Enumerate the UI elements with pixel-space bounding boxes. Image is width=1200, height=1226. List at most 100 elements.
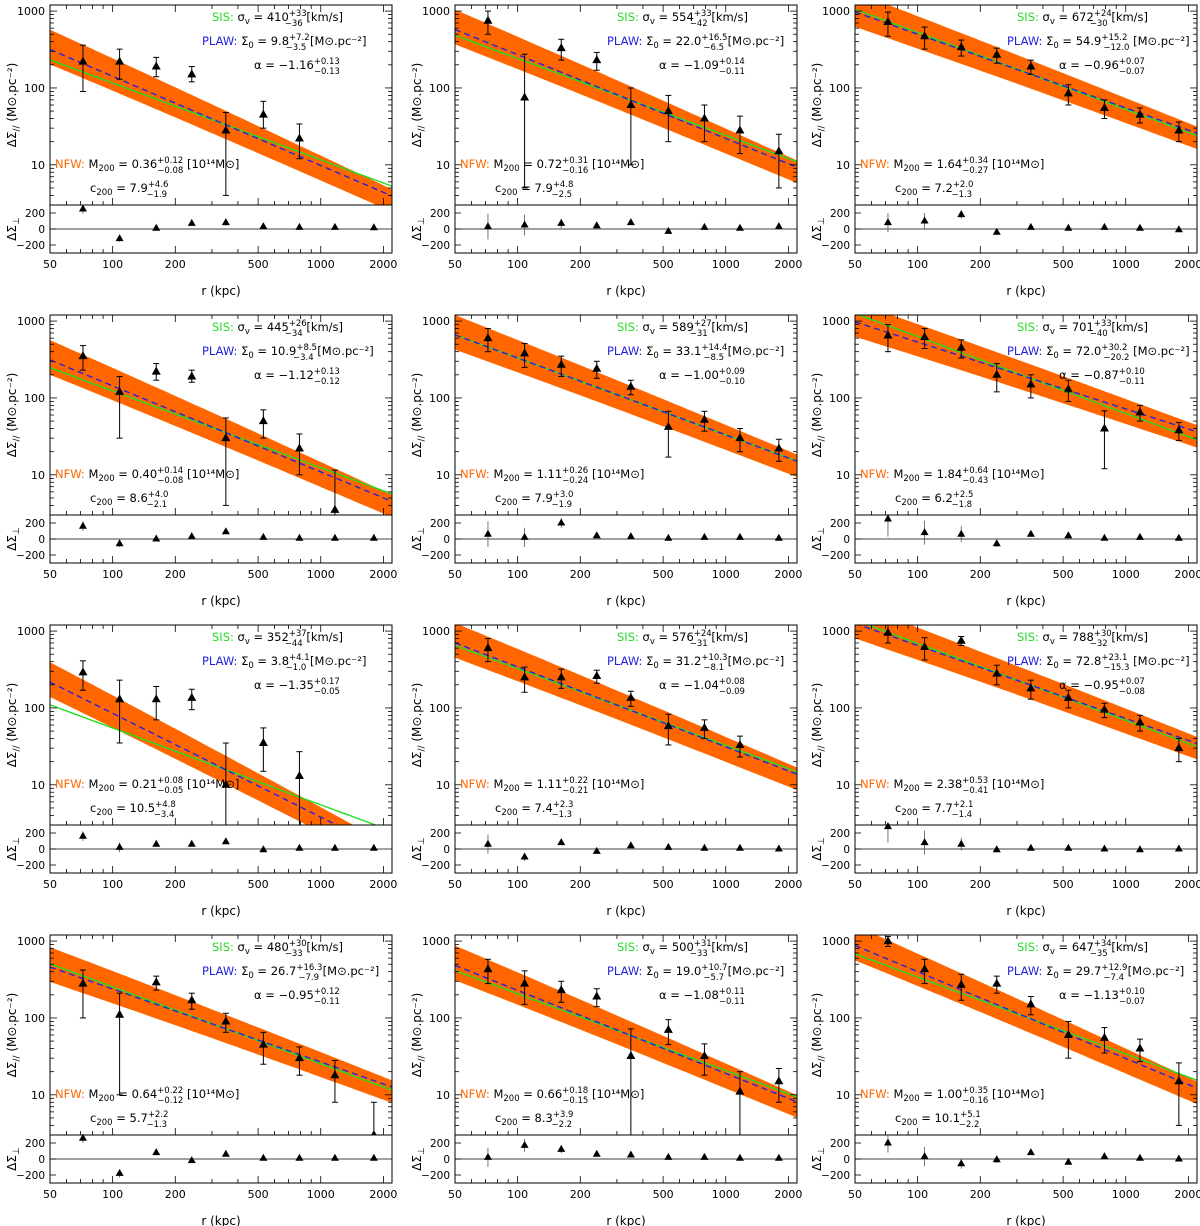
sis-annotation: SIS: σv = 647+34 −35 [km/s] (1017, 939, 1148, 959)
x-tick-label: 2000 (774, 1188, 802, 1201)
x-tick-label: 500 (653, 1188, 674, 1201)
data-point (1063, 88, 1073, 97)
plot-area (455, 315, 797, 477)
data-point (735, 739, 745, 748)
perp-data-point (557, 1144, 566, 1152)
perp-data-point (295, 533, 304, 541)
data-point (592, 363, 602, 372)
data-point (1174, 1076, 1184, 1085)
y-axis-label: ΔΣ// (M⊙.pc⁻²) (810, 683, 827, 768)
data-point (294, 443, 304, 452)
data-point (1135, 717, 1145, 726)
plot-area (50, 340, 392, 515)
perp-data-point (78, 1133, 87, 1141)
nfw-annotation: NFW: M200 = 0.40+0.14 −0.08 [10¹⁴M⊙] (55, 466, 239, 486)
perp-data-point (1135, 845, 1144, 853)
perp-data-point (187, 1156, 196, 1164)
perp-data-point (1174, 533, 1183, 541)
data-point (956, 635, 966, 644)
perp-data-point (1064, 843, 1073, 851)
x-tick-label: 200 (570, 1188, 591, 1201)
plaw-annotation: PLAW: Σ0 = 26.7+16.3 −7.9 [M⊙.pc⁻²] (202, 963, 379, 983)
x-tick-label: 50 (848, 1188, 862, 1201)
plot-area (50, 947, 392, 1135)
plot-area (855, 5, 1197, 149)
perp-y-tick-label: 200 (830, 208, 850, 220)
perp-data-point (700, 532, 709, 540)
perp-y-axis-label: ΔΣ⊥ (410, 837, 427, 861)
perp-data-point (152, 534, 161, 542)
sis-line (50, 59, 392, 187)
data-point (483, 643, 493, 652)
perp-data-point (152, 223, 161, 231)
data-point (1063, 384, 1073, 393)
data-point (556, 985, 566, 994)
perp-data-point (957, 839, 966, 847)
perp-y-tick-label: 0 (443, 844, 450, 856)
data-point (520, 978, 530, 987)
y-axis-label: ΔΣ// (M⊙.pc⁻²) (410, 63, 427, 148)
perp-y-axis-label: ΔΣ⊥ (5, 527, 22, 551)
plaw-annotation: PLAW: Σ0 = 22.0+16.5 −6.5 [M⊙.pc⁻²] (607, 33, 784, 53)
nfw-band (455, 945, 797, 1118)
x-tick-label: 200 (570, 258, 591, 271)
y-tick-label: 100 (429, 702, 450, 715)
y-tick-label: 1000 (822, 625, 850, 638)
y-tick-label: 10 (836, 1089, 850, 1102)
perp-data-point (1174, 225, 1183, 233)
nfw-annotation: NFW: M200 = 1.11+0.26 −0.24 [10¹⁴M⊙] (460, 466, 644, 486)
x-tick-label: 500 (248, 1188, 269, 1201)
nfw-band (455, 9, 797, 184)
data-point (592, 671, 602, 680)
data-point (221, 125, 231, 134)
x-tick-label: 100 (507, 1188, 528, 1201)
c200-annotation: c200 = 10.5+4.8 −3.4 (90, 800, 176, 820)
y-tick-label: 1000 (422, 315, 450, 328)
data-point (735, 1086, 745, 1095)
alpha-annotation: α = −0.87+0.10 −0.11 (1059, 367, 1145, 387)
data-point (956, 42, 966, 51)
y-axis-label: ΔΣ// (M⊙.pc⁻²) (810, 373, 827, 458)
data-point (520, 92, 530, 101)
perp-y-tick-label: 200 (25, 828, 45, 840)
perp-y-tick-label: 0 (38, 224, 45, 236)
perp-y-axis-label: ΔΣ⊥ (5, 837, 22, 861)
data-point (992, 978, 1002, 987)
y-tick-label: 10 (31, 469, 45, 482)
data-point (1063, 692, 1073, 701)
c200-annotation: c200 = 7.9+4.6 −1.9 (90, 180, 168, 200)
y-tick-label: 100 (429, 1012, 450, 1025)
nfw-band (455, 625, 797, 790)
data-point (258, 416, 268, 425)
data-point (187, 692, 197, 701)
perp-y-axis-label: ΔΣ⊥ (810, 1147, 827, 1171)
data-point (1099, 423, 1109, 432)
perp-y-tick-label: 200 (830, 828, 850, 840)
perp-data-point (700, 222, 709, 230)
perp-data-point (369, 1153, 378, 1161)
perp-y-tick-label: 200 (430, 518, 450, 530)
perp-y-tick-label: −200 (421, 1170, 450, 1182)
x-axis-label: r (kpc) (1006, 594, 1045, 608)
x-tick-label: 1000 (307, 878, 335, 891)
data-point (258, 109, 268, 118)
data-point (992, 49, 1002, 58)
data-point (626, 692, 636, 701)
perp-data-point (221, 1149, 230, 1157)
perp-y-tick-label: −200 (821, 550, 850, 562)
perp-data-point (1100, 222, 1109, 230)
y-axis-label: ΔΣ// (M⊙.pc⁻²) (5, 993, 22, 1078)
perp-data-point (735, 843, 744, 851)
plaw-annotation: PLAW: Σ0 = 19.0+10.7 −5.7 [M⊙.pc⁻²] (607, 963, 784, 983)
data-point (1026, 683, 1036, 692)
y-tick-label: 1000 (822, 5, 850, 18)
perp-data-point (735, 223, 744, 231)
x-axis-label: r (kpc) (1006, 1214, 1045, 1226)
x-tick-label: 100 (102, 258, 123, 271)
perp-data-point (774, 1153, 783, 1161)
perp-data-point (330, 533, 339, 541)
perp-data-point (735, 1153, 744, 1161)
data-point (920, 964, 930, 973)
data-point (258, 1039, 268, 1048)
